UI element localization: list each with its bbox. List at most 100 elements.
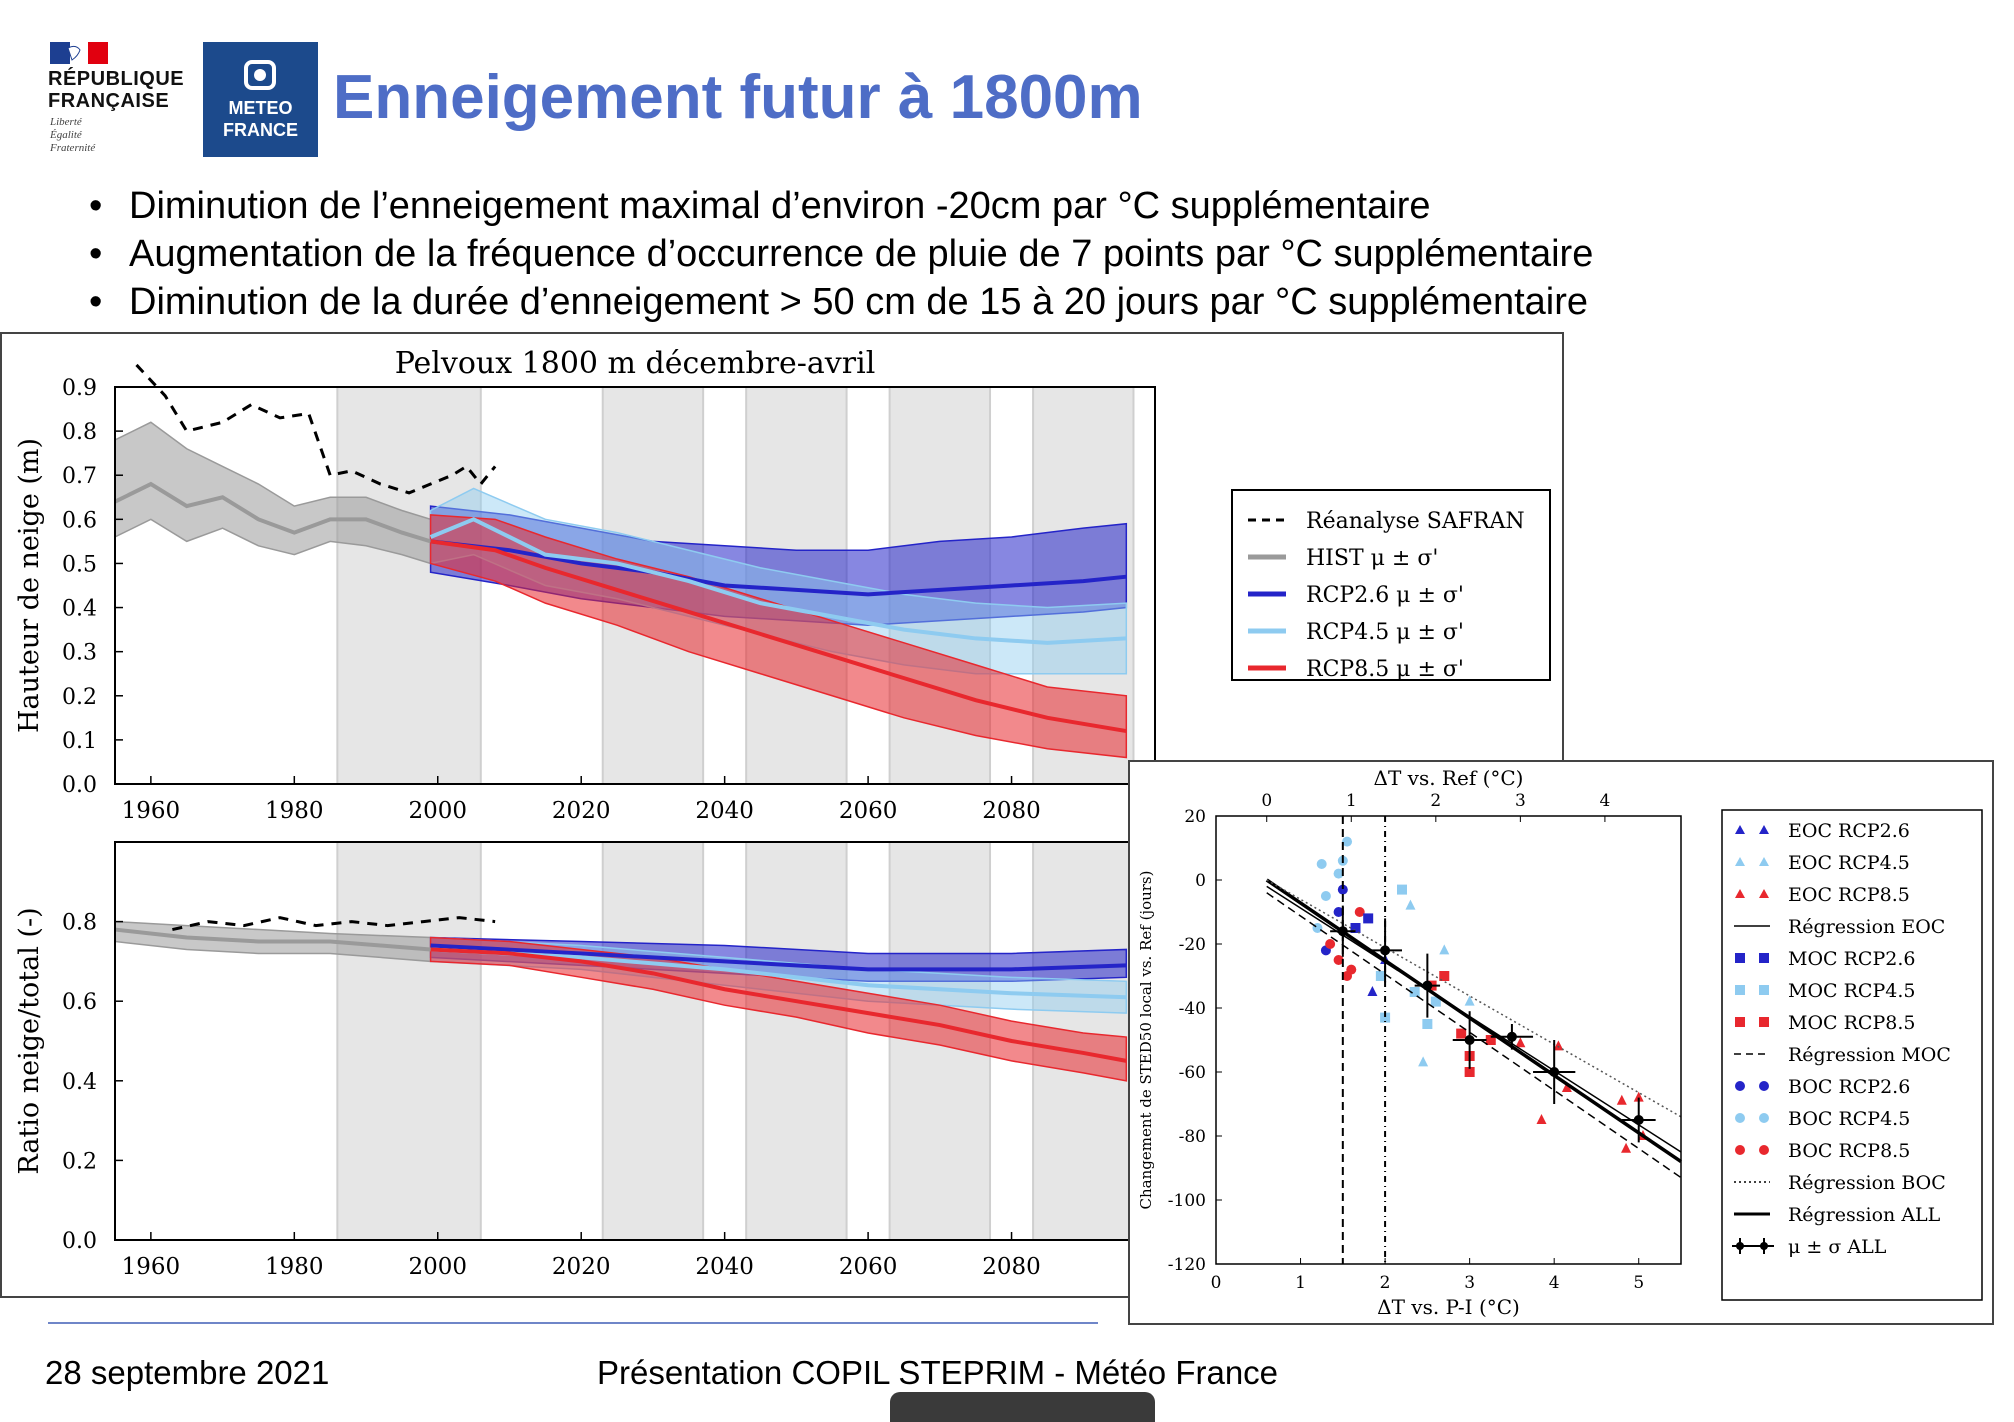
regression-line — [1265, 878, 1682, 1164]
legend-label: RCP2.6 μ ± σ' — [1306, 583, 1464, 608]
x-top-axis-label: ΔT vs. Ref (°C) — [1374, 766, 1524, 790]
x-tick-label: 1980 — [265, 798, 324, 824]
x-tick-label: 3 — [1464, 1273, 1475, 1293]
data-point-square — [1397, 884, 1407, 895]
data-point-circle — [1333, 955, 1344, 965]
plot-frame — [1215, 815, 1682, 1265]
x-tick-label: 0 — [1211, 1273, 1222, 1293]
legend-marker — [1759, 1113, 1769, 1123]
legend-label: HIST μ ± σ' — [1306, 546, 1438, 571]
meteo-france-symbol-icon — [244, 60, 276, 90]
meteo-france-logo: METEO FRANCE — [203, 42, 318, 157]
series-line — [172, 916, 496, 932]
bullet-item: Diminution de la durée d’enneigement > 5… — [85, 278, 1593, 326]
data-point-square — [1375, 971, 1386, 981]
legend-marker — [1759, 1081, 1769, 1091]
bullet-item: Augmentation de la fréquence d’occurrenc… — [85, 230, 1593, 278]
period-shading — [337, 842, 481, 1240]
x-top-tick-label: 1 — [1346, 791, 1357, 811]
x-tick-label: 2060 — [839, 1254, 898, 1280]
logo-rf-motto-3: Fraternité — [50, 142, 96, 154]
bullet-list: Diminution de l’enneigement maximal d’en… — [85, 182, 1593, 326]
series-line — [430, 539, 1127, 734]
y-tick-label: 0.0 — [62, 1229, 97, 1254]
data-point-square — [1409, 987, 1420, 997]
y-tick-label: 0.7 — [62, 464, 97, 489]
period-shading — [337, 387, 481, 784]
logo-mf-line-2: FRANCE — [223, 120, 298, 140]
y-tick-label: 20 — [1184, 807, 1206, 827]
x-tick-label: 1960 — [122, 1254, 181, 1280]
series-line — [430, 947, 1127, 1000]
data-point-triangle — [1367, 986, 1378, 996]
y-tick-label: 0.4 — [62, 1070, 97, 1095]
chart-title: Pelvoux 1800 m décembre-avril — [395, 346, 876, 381]
y-tick-label: 0.4 — [62, 597, 97, 622]
summary-point — [1337, 926, 1348, 937]
legend-marker — [1735, 857, 1745, 866]
data-point-triangle — [1561, 1082, 1572, 1092]
plot-frame — [114, 386, 1156, 785]
legend-marker — [1759, 1145, 1769, 1155]
y-tick-label: 0.9 — [62, 376, 97, 401]
x-tick-label: 2000 — [408, 798, 467, 824]
legend-marker — [1759, 953, 1769, 963]
x-tick-label: 5 — [1633, 1273, 1644, 1293]
x-tick-label: 2080 — [982, 1254, 1041, 1280]
data-point-square — [1380, 1012, 1391, 1023]
data-point-triangle — [1616, 1094, 1627, 1105]
summary-point — [1549, 1067, 1560, 1077]
x-tick-label: 2 — [1380, 1273, 1391, 1293]
legend-marker — [1760, 1242, 1768, 1250]
x-axis-label: ΔT vs. P-I (°C) — [1377, 1295, 1520, 1319]
y-tick-label: -20 — [1179, 935, 1206, 955]
legend-label: Régression MOC — [1788, 1044, 1951, 1066]
series-line — [430, 943, 1127, 972]
data-point-square — [1422, 1019, 1433, 1029]
y-tick-label: 0.2 — [62, 1149, 97, 1174]
x-tick-label: 2020 — [552, 798, 611, 824]
x-top-tick-label: 3 — [1515, 791, 1526, 811]
data-point-square — [1363, 913, 1374, 924]
legend-label: Régression EOC — [1788, 916, 1945, 938]
x-tick-label: 2060 — [839, 798, 898, 824]
legend-marker — [1759, 1017, 1769, 1027]
x-tick-label: 2000 — [408, 1254, 467, 1280]
legend-box — [1231, 489, 1551, 681]
series-line — [114, 481, 432, 544]
legend-label: RCP4.5 μ ± σ' — [1306, 620, 1464, 645]
logo-rf-text: RÉPUBLIQUE FRANÇAISE — [48, 68, 184, 112]
y-axis-label: Changement de STED50 local vs. Ref (jour… — [1137, 871, 1155, 1210]
data-point-square — [1485, 1035, 1496, 1045]
legend-marker — [1759, 825, 1769, 834]
legend-label: Réanalyse SAFRAN — [1306, 509, 1525, 534]
legend-marker — [1735, 889, 1745, 898]
y-axis-label: Ratio neige/total (-) — [14, 907, 45, 1174]
x-tick-label: 2020 — [552, 1254, 611, 1280]
y-tick-label: 0 — [1195, 871, 1206, 891]
data-point-triangle — [1418, 1056, 1429, 1067]
footer-title: Présentation COPIL STEPRIM - Météo Franc… — [597, 1354, 1279, 1391]
x-tick-label: 2040 — [695, 1254, 754, 1280]
x-tick-label: 1980 — [265, 1254, 324, 1280]
x-top-tick-label: 0 — [1261, 791, 1272, 811]
summary-point — [1506, 1031, 1517, 1042]
series-line — [430, 947, 1127, 1063]
page-title: Enneigement futur à 1800m — [333, 63, 1143, 132]
summary-point — [1633, 1115, 1644, 1125]
data-point-triangle — [1553, 1040, 1564, 1051]
regression-line — [1266, 892, 1682, 1179]
legend-marker — [1759, 985, 1769, 995]
y-tick-label: -40 — [1179, 999, 1206, 1019]
legend-marker — [1735, 1017, 1745, 1027]
data-point-triangle — [1464, 995, 1475, 1006]
data-point-triangle — [1439, 944, 1450, 955]
y-tick-label: 0.6 — [62, 508, 97, 533]
presentation-control-tab[interactable] — [890, 1392, 1155, 1422]
series-line — [114, 927, 431, 952]
plot-area — [1216, 816, 1681, 1264]
y-tick-label: -120 — [1168, 1255, 1206, 1275]
scatter-legend: EOC RCP2.6 EOC RCP4.5 EOC RCP8.5 Régression… — [1721, 809, 1983, 1301]
data-point-circle — [1354, 907, 1365, 917]
y-axis-label: Hauteur de neige (m) — [14, 438, 45, 733]
